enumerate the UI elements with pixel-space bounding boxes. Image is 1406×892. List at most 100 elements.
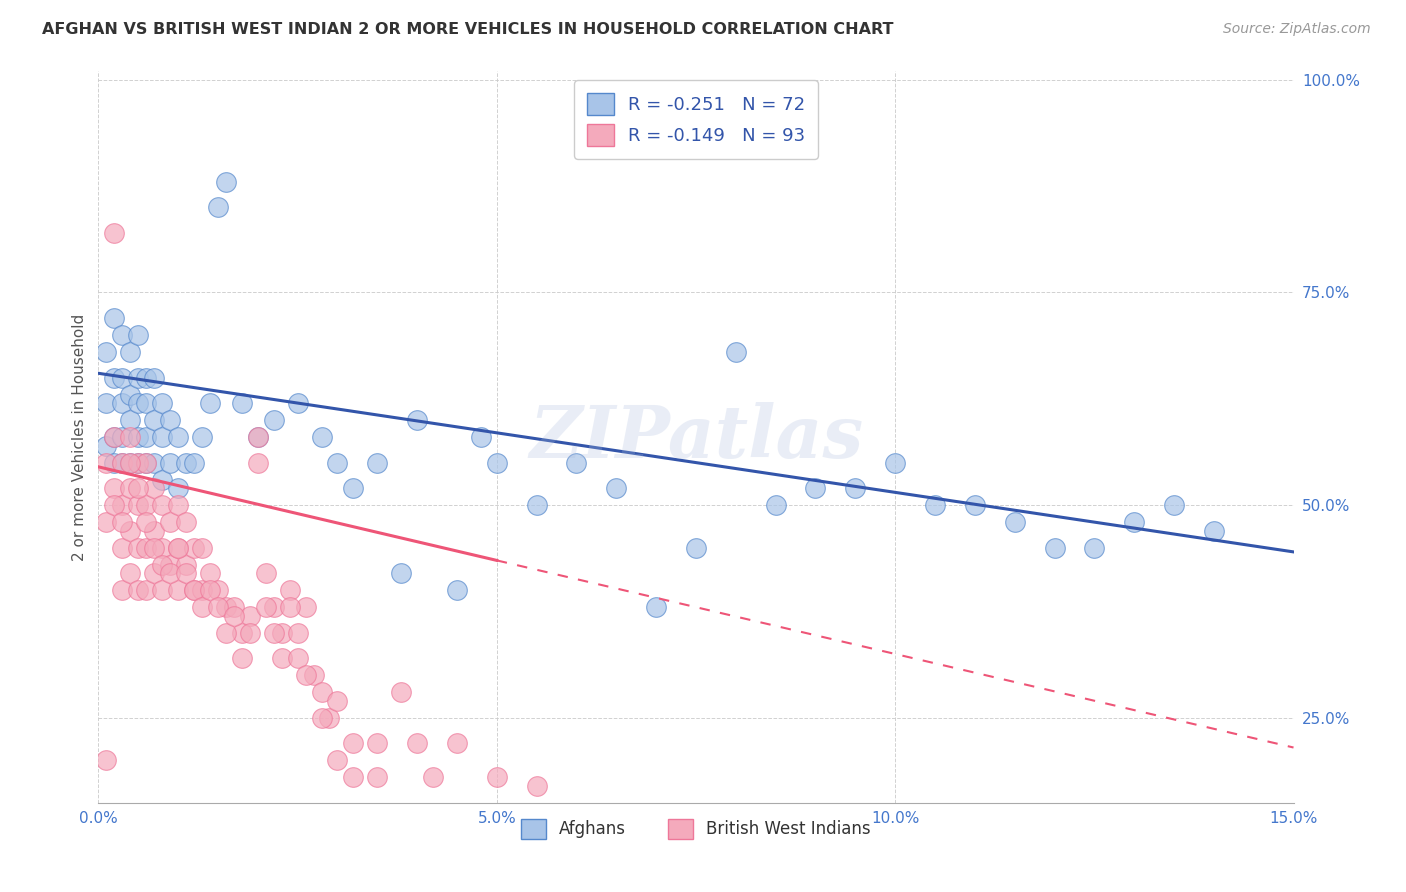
- Point: [183, 583, 205, 598]
- Point: [150, 396, 173, 410]
- Point: [174, 456, 197, 470]
- Point: [246, 430, 269, 444]
- Point: [174, 558, 197, 572]
- Point: [311, 685, 333, 699]
- Point: [246, 456, 269, 470]
- Point: [120, 413, 142, 427]
- Point: [318, 711, 340, 725]
- Point: [389, 566, 412, 581]
- Point: [159, 558, 181, 572]
- Point: [278, 583, 301, 598]
- Y-axis label: 2 or more Vehicles in Household: 2 or more Vehicles in Household: [72, 313, 87, 561]
- Point: [302, 668, 325, 682]
- Point: [96, 456, 118, 470]
- Point: [222, 600, 245, 615]
- Point: [366, 770, 388, 784]
- Point: [103, 226, 125, 240]
- Point: [198, 566, 221, 581]
- Point: [96, 345, 118, 359]
- Point: [406, 413, 429, 427]
- Point: [207, 583, 229, 598]
- Point: [120, 345, 142, 359]
- Point: [1202, 524, 1225, 538]
- Point: [135, 456, 157, 470]
- Point: [804, 481, 827, 495]
- Point: [150, 498, 173, 512]
- Point: [120, 456, 142, 470]
- Point: [135, 430, 157, 444]
- Point: [167, 498, 190, 512]
- Point: [111, 456, 134, 470]
- Point: [231, 625, 253, 640]
- Point: [96, 439, 118, 453]
- Point: [159, 566, 181, 581]
- Point: [724, 345, 747, 359]
- Point: [222, 608, 245, 623]
- Point: [174, 515, 197, 529]
- Point: [143, 566, 166, 581]
- Point: [1043, 541, 1066, 555]
- Point: [342, 481, 364, 495]
- Point: [485, 456, 508, 470]
- Point: [765, 498, 787, 512]
- Point: [254, 566, 277, 581]
- Point: [366, 456, 388, 470]
- Point: [103, 430, 125, 444]
- Point: [103, 498, 125, 512]
- Point: [287, 651, 309, 665]
- Point: [167, 481, 190, 495]
- Point: [191, 583, 214, 598]
- Point: [263, 625, 285, 640]
- Point: [270, 625, 292, 640]
- Point: [884, 456, 907, 470]
- Point: [174, 566, 197, 581]
- Point: [96, 515, 118, 529]
- Point: [311, 711, 333, 725]
- Point: [111, 541, 134, 555]
- Point: [326, 694, 349, 708]
- Point: [167, 541, 190, 555]
- Point: [470, 430, 492, 444]
- Point: [342, 736, 364, 750]
- Point: [143, 413, 166, 427]
- Point: [191, 430, 214, 444]
- Point: [526, 779, 548, 793]
- Point: [167, 430, 190, 444]
- Point: [526, 498, 548, 512]
- Point: [565, 456, 588, 470]
- Point: [485, 770, 508, 784]
- Point: [120, 566, 142, 581]
- Point: [135, 456, 157, 470]
- Point: [287, 625, 309, 640]
- Point: [150, 430, 173, 444]
- Point: [135, 583, 157, 598]
- Point: [150, 473, 173, 487]
- Point: [167, 541, 190, 555]
- Point: [150, 541, 173, 555]
- Point: [111, 583, 134, 598]
- Point: [127, 481, 149, 495]
- Point: [135, 370, 157, 384]
- Text: Source: ZipAtlas.com: Source: ZipAtlas.com: [1223, 22, 1371, 37]
- Point: [183, 456, 205, 470]
- Point: [326, 753, 349, 767]
- Point: [270, 651, 292, 665]
- Point: [127, 456, 149, 470]
- Point: [127, 498, 149, 512]
- Point: [198, 396, 221, 410]
- Point: [215, 625, 238, 640]
- Point: [207, 201, 229, 215]
- Point: [342, 770, 364, 784]
- Point: [1083, 541, 1105, 555]
- Point: [446, 583, 468, 598]
- Point: [127, 396, 149, 410]
- Point: [103, 311, 125, 326]
- Text: AFGHAN VS BRITISH WEST INDIAN 2 OR MORE VEHICLES IN HOUSEHOLD CORRELATION CHART: AFGHAN VS BRITISH WEST INDIAN 2 OR MORE …: [42, 22, 894, 37]
- Point: [239, 608, 262, 623]
- Point: [120, 430, 142, 444]
- Point: [150, 583, 173, 598]
- Point: [159, 515, 181, 529]
- Point: [135, 498, 157, 512]
- Point: [366, 736, 388, 750]
- Point: [135, 396, 157, 410]
